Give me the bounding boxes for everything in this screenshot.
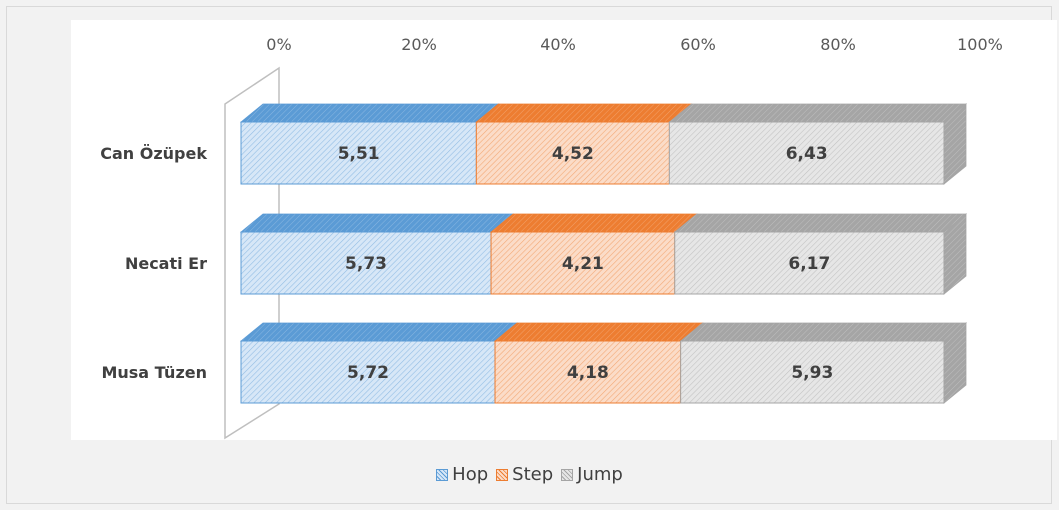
x-axis: 0% 20% 40% 60% 80% 100% (266, 35, 1003, 54)
legend: Hop Step Jump (0, 464, 1059, 486)
y-axis: Can Özüpek Necati Er Musa Tüzen (100, 144, 207, 382)
category-label: Necati Er (125, 254, 207, 273)
data-label: 6,17 (788, 254, 830, 274)
data-label: 5,72 (347, 363, 389, 383)
bar-segment-jump (679, 322, 968, 404)
side-wall-outline (224, 66, 280, 440)
legend-label: Hop (452, 464, 489, 485)
x-tick-label: 100% (957, 35, 1003, 54)
legend-item-hop: Hop (436, 464, 488, 485)
data-label: 6,43 (786, 144, 828, 164)
bar-segment-hop (239, 322, 519, 404)
x-tick-label: 60% (680, 35, 716, 54)
bar-segment-jump (673, 213, 968, 295)
x-tick-label: 20% (401, 35, 437, 54)
bar-segment-hop (239, 103, 500, 185)
category-label: Musa Tüzen (101, 363, 207, 382)
data-labels: 5,51 4,52 6,43 5,73 4,21 6,17 5,72 4,18 5,93 (338, 144, 834, 383)
data-label: 4,18 (567, 363, 609, 383)
legend-swatch (561, 468, 574, 481)
data-label: 4,21 (562, 254, 604, 274)
bar-segment-jump (668, 103, 968, 185)
bars (239, 103, 968, 404)
bar-segment-step (493, 322, 704, 404)
x-tick-label: 0% (266, 35, 291, 54)
legend-item-jump: Jump (561, 464, 623, 485)
legend-label: Jump (577, 464, 623, 485)
legend-swatch (436, 468, 449, 481)
data-label: 5,51 (338, 144, 380, 164)
chart-side-wall (224, 66, 280, 440)
data-label: 5,73 (345, 254, 387, 274)
bar-segment-step (489, 213, 698, 295)
legend-item-step: Step (496, 464, 553, 485)
data-label: 5,93 (791, 363, 833, 383)
legend-swatch (496, 468, 509, 481)
data-label: 4,52 (552, 144, 594, 164)
legend-label: Step (512, 464, 554, 485)
x-tick-label: 80% (820, 35, 856, 54)
category-label: Can Özüpek (100, 144, 207, 163)
x-tick-label: 40% (540, 35, 576, 54)
bar-segment-hop (239, 213, 515, 295)
